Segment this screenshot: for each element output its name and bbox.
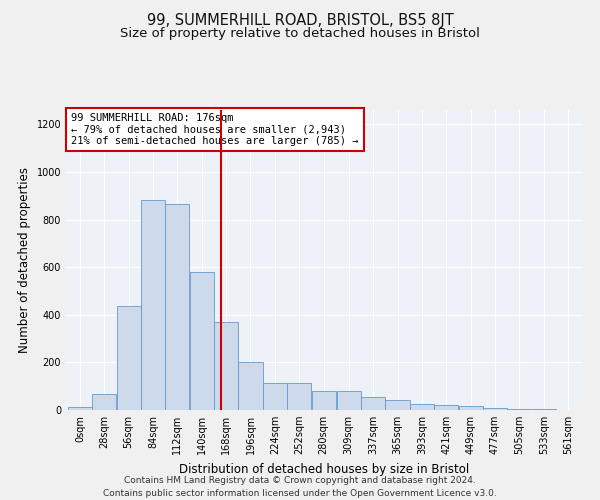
- Bar: [507, 409, 532, 410]
- Bar: [311, 391, 335, 410]
- Text: 99 SUMMERHILL ROAD: 176sqm
← 79% of detached houses are smaller (2,943)
21% of s: 99 SUMMERHILL ROAD: 176sqm ← 79% of deta…: [71, 113, 359, 146]
- Bar: [483, 408, 507, 410]
- Bar: [337, 391, 361, 410]
- Bar: [287, 383, 311, 410]
- X-axis label: Distribution of detached houses by size in Bristol: Distribution of detached houses by size …: [179, 462, 469, 475]
- Y-axis label: Number of detached properties: Number of detached properties: [18, 167, 31, 353]
- Bar: [458, 406, 482, 410]
- Bar: [434, 405, 458, 410]
- Text: Contains HM Land Registry data © Crown copyright and database right 2024.
Contai: Contains HM Land Registry data © Crown c…: [103, 476, 497, 498]
- Bar: [214, 322, 238, 410]
- Bar: [263, 383, 287, 410]
- Bar: [190, 272, 214, 410]
- Bar: [385, 400, 410, 410]
- Bar: [238, 362, 263, 410]
- Bar: [141, 200, 165, 410]
- Text: Size of property relative to detached houses in Bristol: Size of property relative to detached ho…: [120, 28, 480, 40]
- Bar: [116, 306, 141, 410]
- Bar: [361, 397, 385, 410]
- Text: 99, SUMMERHILL ROAD, BRISTOL, BS5 8JT: 99, SUMMERHILL ROAD, BRISTOL, BS5 8JT: [146, 12, 454, 28]
- Bar: [92, 394, 116, 410]
- Bar: [410, 404, 434, 410]
- Bar: [68, 407, 92, 410]
- Bar: [166, 204, 190, 410]
